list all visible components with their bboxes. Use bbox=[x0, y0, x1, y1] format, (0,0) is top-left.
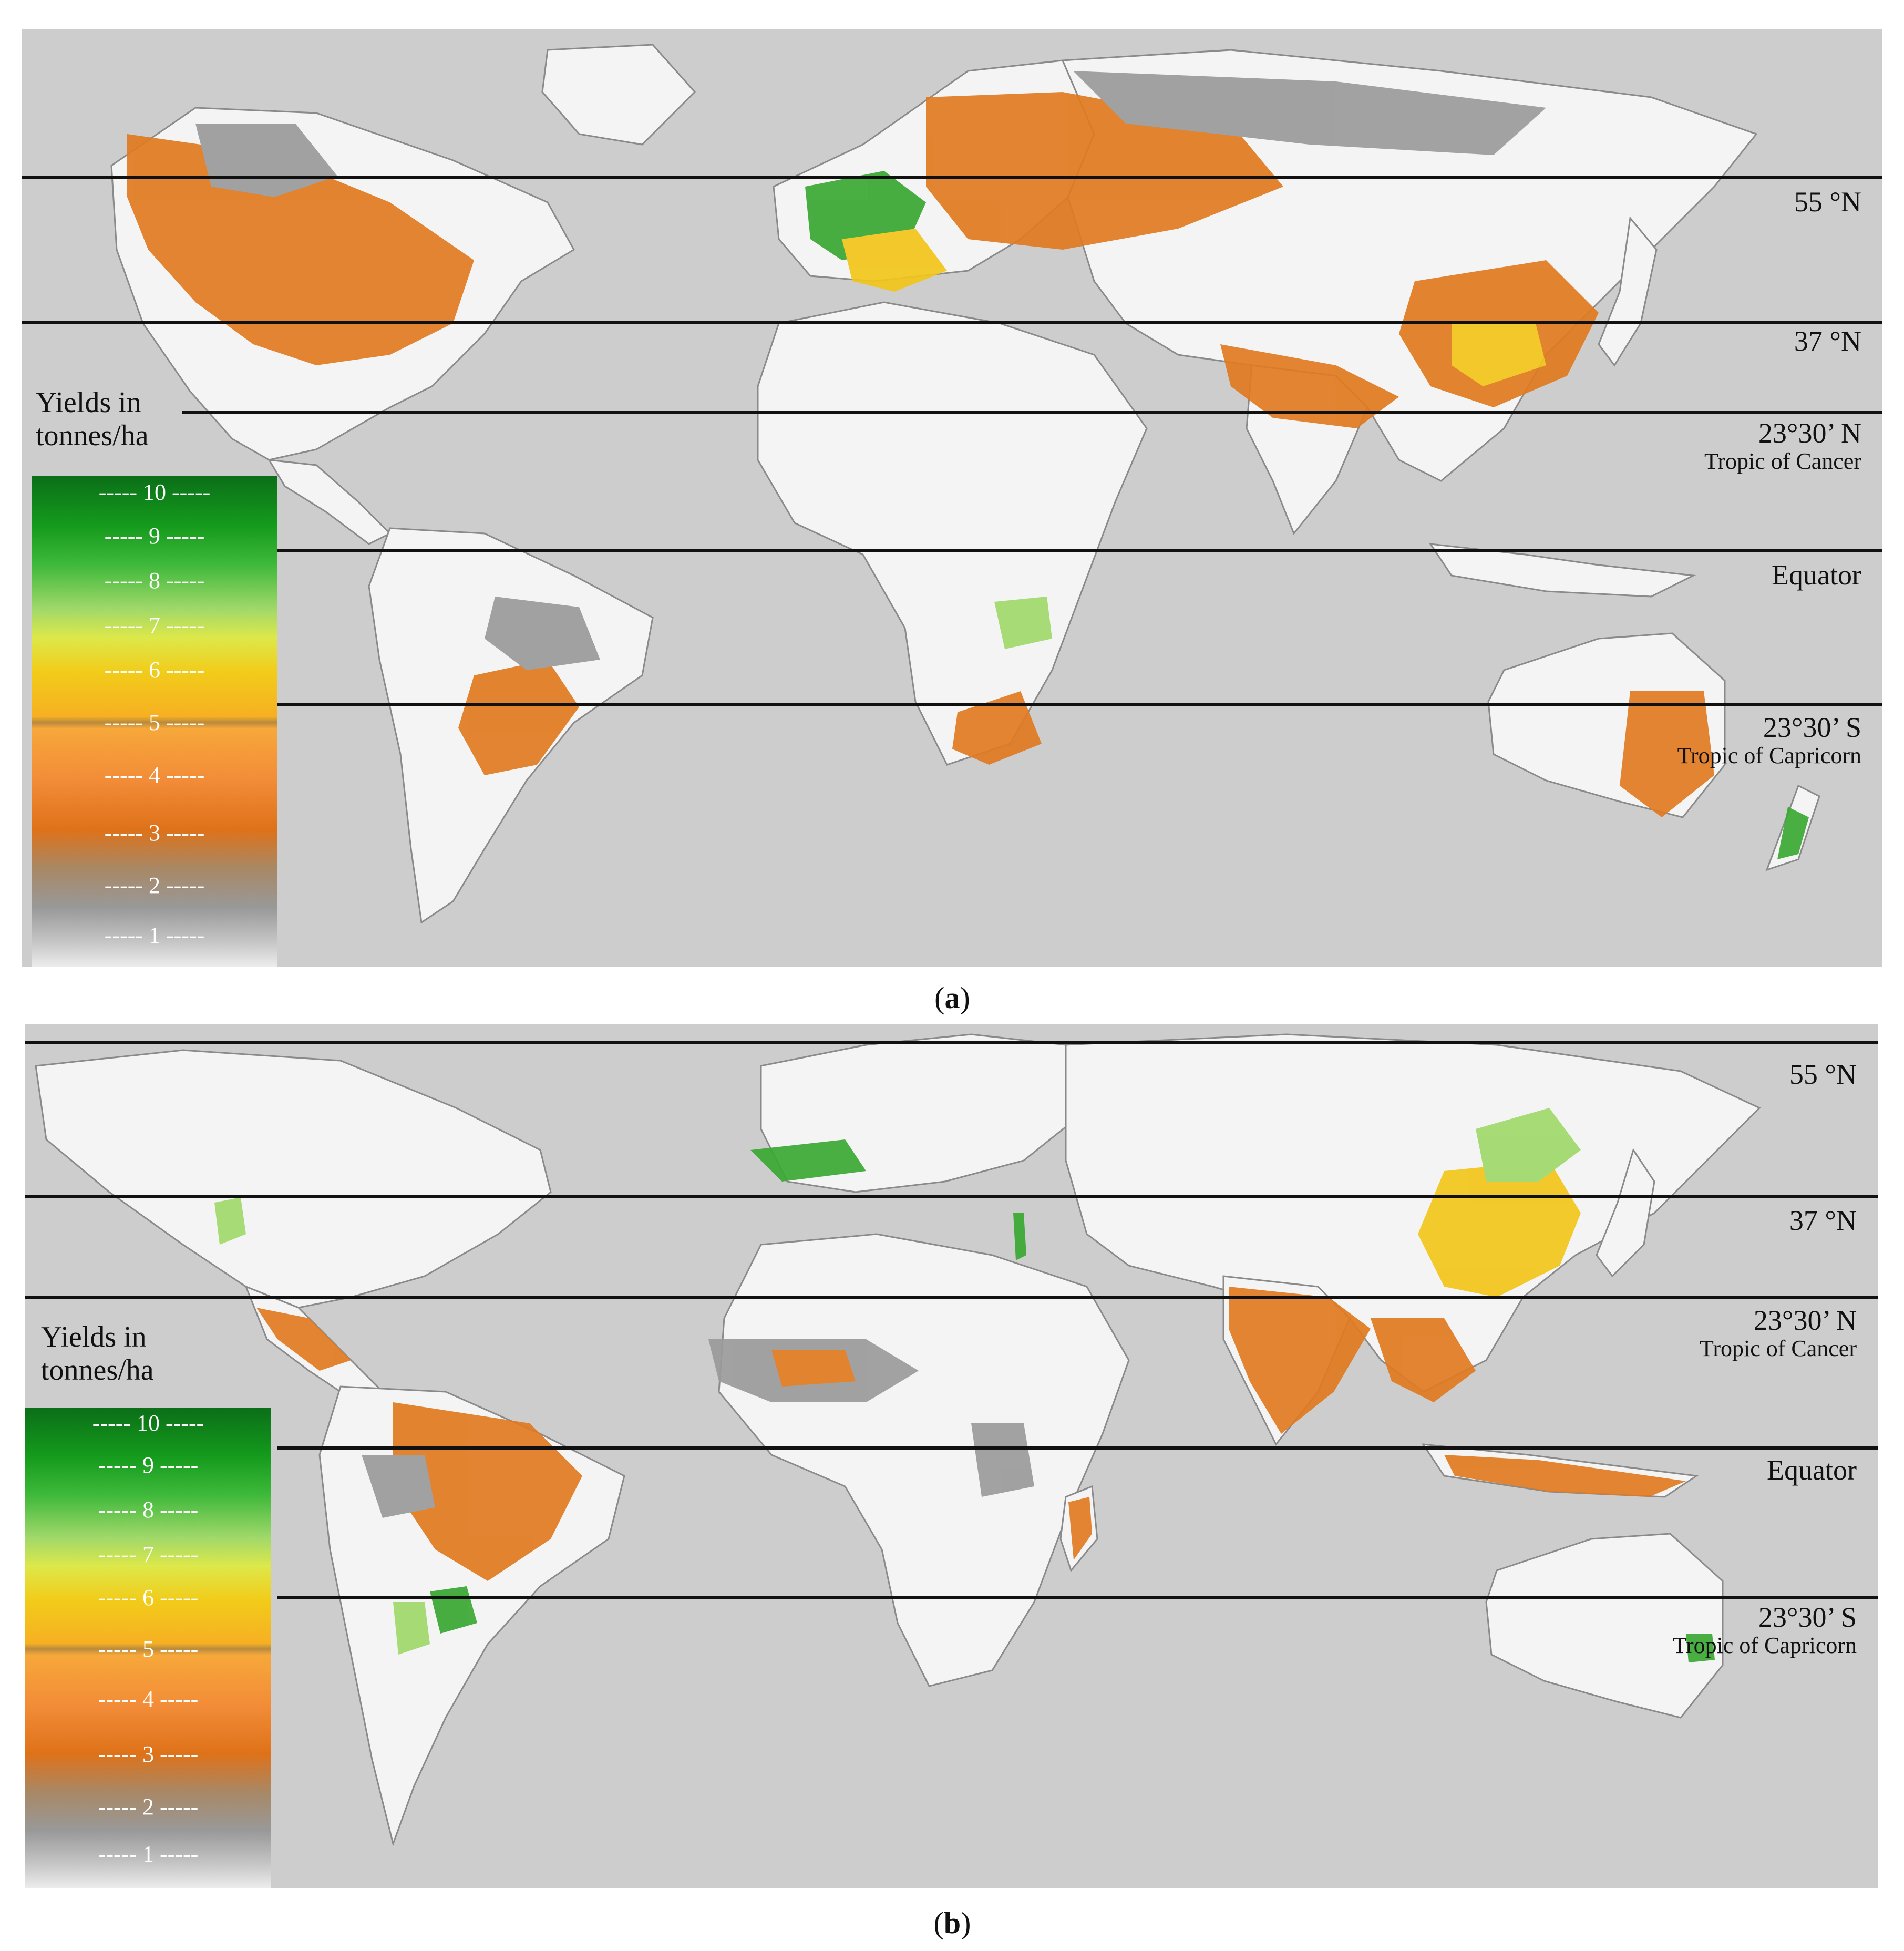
yield-indonesia bbox=[1444, 1455, 1686, 1497]
land-greenland bbox=[541, 44, 696, 146]
land-australia bbox=[1485, 1533, 1724, 1719]
latitude-label-55n: 55 °N bbox=[1794, 186, 1861, 218]
legend-tick-8: ----- 8 ----- bbox=[98, 1497, 199, 1523]
yield-africa-south bbox=[952, 691, 1042, 765]
latitude-line-37n bbox=[25, 1195, 1878, 1198]
latitude-line-37n bbox=[22, 321, 1882, 324]
yield-china-high bbox=[1452, 323, 1546, 386]
legend-tick-7: ----- 7 ----- bbox=[98, 1542, 199, 1567]
legend-tick-2: ----- 2 ----- bbox=[104, 872, 205, 898]
legend-title: Yields in tonnes/ha bbox=[36, 386, 149, 452]
map-panel-a: 55 °N 37 °N 23°30’ N Tropic of Cancer Eq… bbox=[22, 29, 1882, 967]
land-north-america bbox=[35, 1049, 552, 1309]
latitude-line-tropic-cancer bbox=[25, 1296, 1878, 1299]
yield-russia bbox=[926, 92, 1283, 250]
legend-tick-7: ----- 7 ----- bbox=[104, 612, 205, 638]
yield-na-low bbox=[195, 124, 337, 197]
latitude-sublabel-tropic-cancer: Tropic of Cancer bbox=[1700, 1336, 1857, 1362]
land-japan bbox=[1596, 1148, 1655, 1278]
latitude-label-37n: 37 °N bbox=[1789, 1205, 1857, 1236]
legend-tick-4: ----- 4 ----- bbox=[104, 762, 205, 788]
latitude-line-tropic-capricorn bbox=[273, 703, 1882, 706]
yield-sa-argentina bbox=[458, 660, 579, 775]
legend-tick-9: ----- 9 ----- bbox=[104, 523, 205, 549]
latitude-label-equator: Equator bbox=[1772, 559, 1861, 591]
land-africa bbox=[718, 1233, 1130, 1687]
land-asia bbox=[1065, 1033, 1761, 1393]
latitude-sublabel-tropic-cancer: Tropic of Cancer bbox=[1704, 448, 1861, 475]
yield-west-africa-mid bbox=[771, 1350, 856, 1387]
latitude-label-tropic-capricorn: 23°30’ S Tropic of Capricorn bbox=[1677, 712, 1861, 769]
yield-overlay-a bbox=[127, 71, 1809, 859]
yield-argentina bbox=[393, 1602, 430, 1655]
yield-nz bbox=[1777, 807, 1809, 859]
yield-australia bbox=[1686, 1634, 1715, 1662]
legend-tick-6: ----- 6 ----- bbox=[98, 1585, 199, 1610]
yield-mediterranean bbox=[750, 1139, 866, 1182]
panel-caption-b: (b) bbox=[933, 1906, 971, 1940]
yield-india bbox=[1229, 1287, 1371, 1434]
latitude-label-55n: 55 °N bbox=[1789, 1059, 1857, 1090]
world-map-b bbox=[35, 1033, 1761, 1847]
latitude-line-equator bbox=[277, 1446, 1878, 1450]
legend-tick-10: ----- 10 ----- bbox=[98, 479, 211, 505]
land-japan bbox=[1598, 216, 1658, 367]
yield-brazil-low bbox=[362, 1455, 435, 1518]
latitude-label-tropic-cancer: 23°30’ N Tropic of Cancer bbox=[1704, 417, 1861, 475]
yield-madagascar bbox=[1068, 1497, 1092, 1560]
latitude-sublabel-tropic-capricorn: Tropic of Capricorn bbox=[1672, 1632, 1857, 1659]
yield-china-high bbox=[1476, 1108, 1581, 1182]
yield-south-asia bbox=[1220, 344, 1399, 428]
latitude-line-55n bbox=[22, 176, 1882, 179]
land-indonesia bbox=[1428, 543, 1696, 598]
legend-tick-1: ----- 1 ----- bbox=[98, 1841, 199, 1867]
legend-tick-3: ----- 3 ----- bbox=[98, 1741, 199, 1767]
map-panel-b: 55 °N 37 °N 23°30’ N Tropic of Cancer Eq… bbox=[25, 1024, 1878, 1888]
latitude-label-37n: 37 °N bbox=[1794, 325, 1861, 357]
yield-europe-mid bbox=[842, 229, 947, 292]
legend-tick-6: ----- 6 ----- bbox=[104, 657, 205, 683]
legend-tick-4: ----- 4 ----- bbox=[98, 1686, 199, 1712]
latitude-label-equator: Equator bbox=[1767, 1454, 1857, 1486]
yield-zambia bbox=[994, 597, 1052, 649]
legend-tick-3: ----- 3 ----- bbox=[104, 820, 205, 846]
legend-tick-1: ----- 1 ----- bbox=[104, 922, 205, 948]
land-central-america bbox=[267, 459, 392, 545]
latitude-line-tropic-capricorn bbox=[277, 1596, 1878, 1599]
yield-na-wheat bbox=[127, 134, 474, 365]
legend-color-bar: ----- 10 ----- ----- 9 ----- ----- 8 ---… bbox=[25, 1408, 271, 1888]
latitude-label-tropic-cancer: 23°30’ N Tropic of Cancer bbox=[1700, 1305, 1857, 1362]
yield-central-america bbox=[256, 1308, 351, 1371]
latitude-line-55n bbox=[25, 1041, 1878, 1044]
latitude-label-tropic-capricorn: 23°30’ S Tropic of Capricorn bbox=[1672, 1601, 1857, 1659]
yield-egypt bbox=[1013, 1213, 1026, 1260]
yield-us-rice bbox=[214, 1197, 246, 1245]
legend-tick-5: ----- 5 ----- bbox=[98, 1636, 199, 1662]
latitude-line-tropic-cancer bbox=[182, 411, 1882, 414]
yield-sa-brazil-low bbox=[485, 597, 600, 670]
legend-tick-5: ----- 5 ----- bbox=[104, 710, 205, 735]
world-map-a bbox=[110, 44, 1820, 924]
yield-southeast-asia bbox=[1371, 1318, 1476, 1402]
latitude-line-equator bbox=[273, 549, 1882, 552]
yield-australia bbox=[1620, 691, 1714, 817]
legend-tick-2: ----- 2 ----- bbox=[98, 1794, 199, 1820]
panel-caption-a: (a) bbox=[934, 981, 970, 1015]
legend-tick-8: ----- 8 ----- bbox=[104, 568, 205, 593]
land-africa bbox=[757, 301, 1148, 766]
legend-color-bar: ----- 10 ----- ----- 9 ----- ----- 8 ---… bbox=[32, 476, 277, 967]
yield-east-africa bbox=[971, 1423, 1034, 1497]
latitude-sublabel-tropic-capricorn: Tropic of Capricorn bbox=[1677, 743, 1861, 769]
legend-tick-10: ----- 10 ----- bbox=[92, 1410, 204, 1436]
legend-title: Yields in tonnes/ha bbox=[41, 1321, 154, 1387]
yield-russia-low bbox=[1073, 71, 1546, 155]
legend-tick-9: ----- 9 ----- bbox=[98, 1452, 199, 1478]
